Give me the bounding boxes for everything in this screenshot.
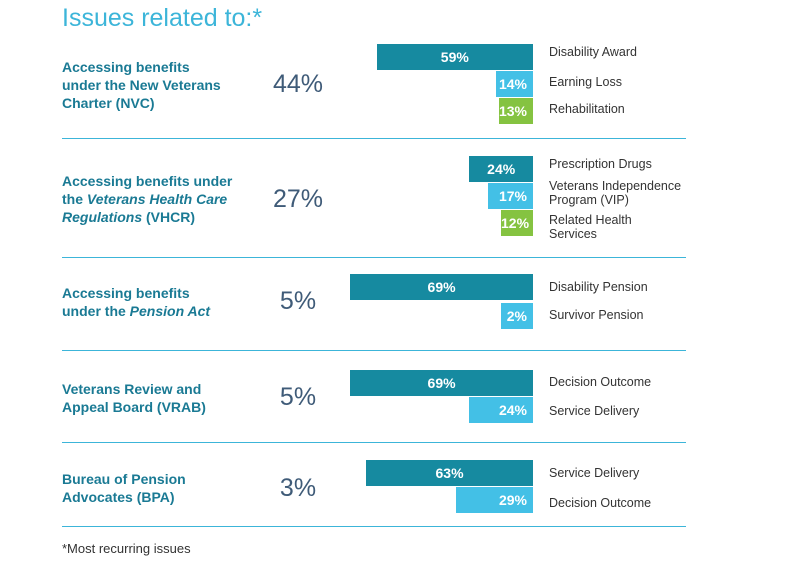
section-divider [62, 526, 686, 527]
issue-bar: 29% [456, 487, 533, 513]
issue-category-label: Service Delivery [549, 466, 640, 480]
group-label: Veterans Review and Appeal Board (VRAB) [62, 381, 206, 415]
issue-category-label: Decision Outcome [549, 496, 652, 510]
issue-category-label: Disability Pension [549, 280, 648, 294]
section-divider [62, 257, 686, 258]
issue-bar: 69% [350, 274, 533, 300]
issue-category-label: Decision Outcome [549, 375, 652, 389]
issue-bar: 17% [487, 183, 533, 209]
group-label: Bureau of Pension Advocates (BPA) [62, 471, 186, 505]
section-divider [62, 350, 686, 351]
section-divider [62, 442, 686, 443]
group-share: 5% [279, 287, 317, 315]
group-label: Accessing benefits under the Pension Act [62, 285, 211, 319]
group-share: 27% [272, 185, 324, 213]
issue-category-label: Related Health Services [549, 213, 632, 241]
issue-bar: 14% [495, 71, 533, 97]
issue-bar: 69% [350, 370, 533, 396]
issue-bar: 24% [469, 397, 533, 423]
group-share: 44% [272, 70, 324, 98]
issue-bar: 24% [469, 156, 533, 182]
issue-bar: 13% [498, 98, 533, 124]
issue-category-label: Survivor Pension [549, 308, 644, 322]
group-label: Accessing benefits under the New Veterans… [62, 59, 221, 111]
issue-category-label: Prescription Drugs [549, 157, 652, 171]
issue-category-label: Earning Loss [549, 75, 622, 89]
footnote: *Most recurring issues [62, 541, 191, 556]
issue-category-label: Rehabilitation [549, 102, 625, 116]
issue-category-label: Service Delivery [549, 404, 640, 418]
section-divider [62, 138, 686, 139]
group-share: 3% [279, 474, 317, 502]
issue-bar: 59% [376, 44, 533, 70]
issue-category-label: Veterans Independence Program (VIP) [549, 179, 682, 207]
chart-title: Issues related to:* [62, 4, 263, 32]
group-label: Accessing benefits under the Veterans Hea… [62, 173, 233, 225]
issue-category-label: Disability Award [549, 45, 638, 59]
group-share: 5% [279, 383, 317, 411]
issue-bar: 12% [501, 210, 533, 236]
issue-bar: 2% [501, 303, 533, 329]
issue-bar: 63% [366, 460, 533, 486]
